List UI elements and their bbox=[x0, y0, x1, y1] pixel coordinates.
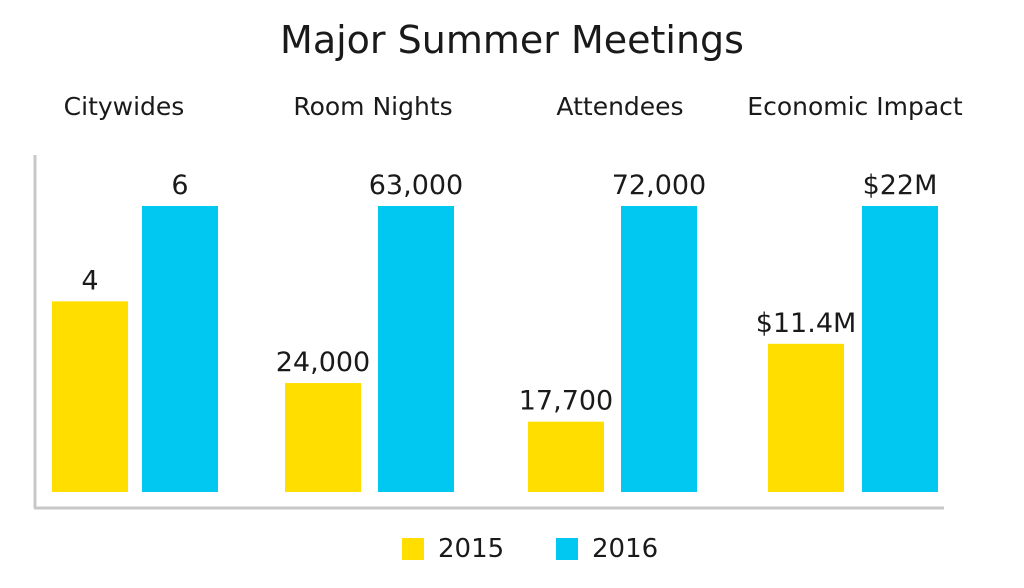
group-label-room-nights: Room Nights bbox=[293, 92, 453, 121]
group-label-economic-impact: Economic Impact bbox=[747, 92, 963, 121]
legend-item-2016: 2016 bbox=[556, 534, 658, 564]
group-label-citywides: Citywides bbox=[63, 92, 185, 121]
bar-citywides-2016 bbox=[142, 206, 218, 492]
bar-attendees-2016 bbox=[621, 206, 697, 492]
data-label-economic-impact-2016: $22M bbox=[863, 170, 938, 201]
legend-swatch-2015 bbox=[402, 538, 424, 560]
data-label-room-nights-2016: 63,000 bbox=[369, 170, 463, 201]
bar-economic-impact-2015 bbox=[768, 343, 844, 492]
legend: 2015 2016 bbox=[0, 534, 1024, 568]
data-label-citywides-2016: 6 bbox=[171, 170, 188, 201]
legend-item-2015: 2015 bbox=[402, 534, 504, 564]
bar-attendees-2015 bbox=[528, 421, 604, 492]
data-label-room-nights-2015: 24,000 bbox=[276, 347, 370, 378]
bar-room-nights-2015 bbox=[285, 383, 361, 492]
legend-label-2015: 2015 bbox=[438, 534, 505, 564]
data-label-attendees-2016: 72,000 bbox=[612, 170, 706, 201]
legend-label-2016: 2016 bbox=[592, 534, 659, 564]
data-label-attendees-2015: 17,700 bbox=[519, 386, 613, 417]
group-label-attendees: Attendees bbox=[556, 92, 684, 121]
data-label-economic-impact-2015: $11.4M bbox=[756, 308, 857, 339]
bar-citywides-2015 bbox=[52, 301, 128, 492]
data-label-citywides-2015: 4 bbox=[81, 265, 98, 296]
bar-economic-impact-2016 bbox=[862, 206, 938, 492]
bar-room-nights-2016 bbox=[378, 206, 454, 492]
chart-title: Major Summer Meetings bbox=[280, 18, 744, 62]
legend-swatch-2016 bbox=[556, 538, 578, 560]
